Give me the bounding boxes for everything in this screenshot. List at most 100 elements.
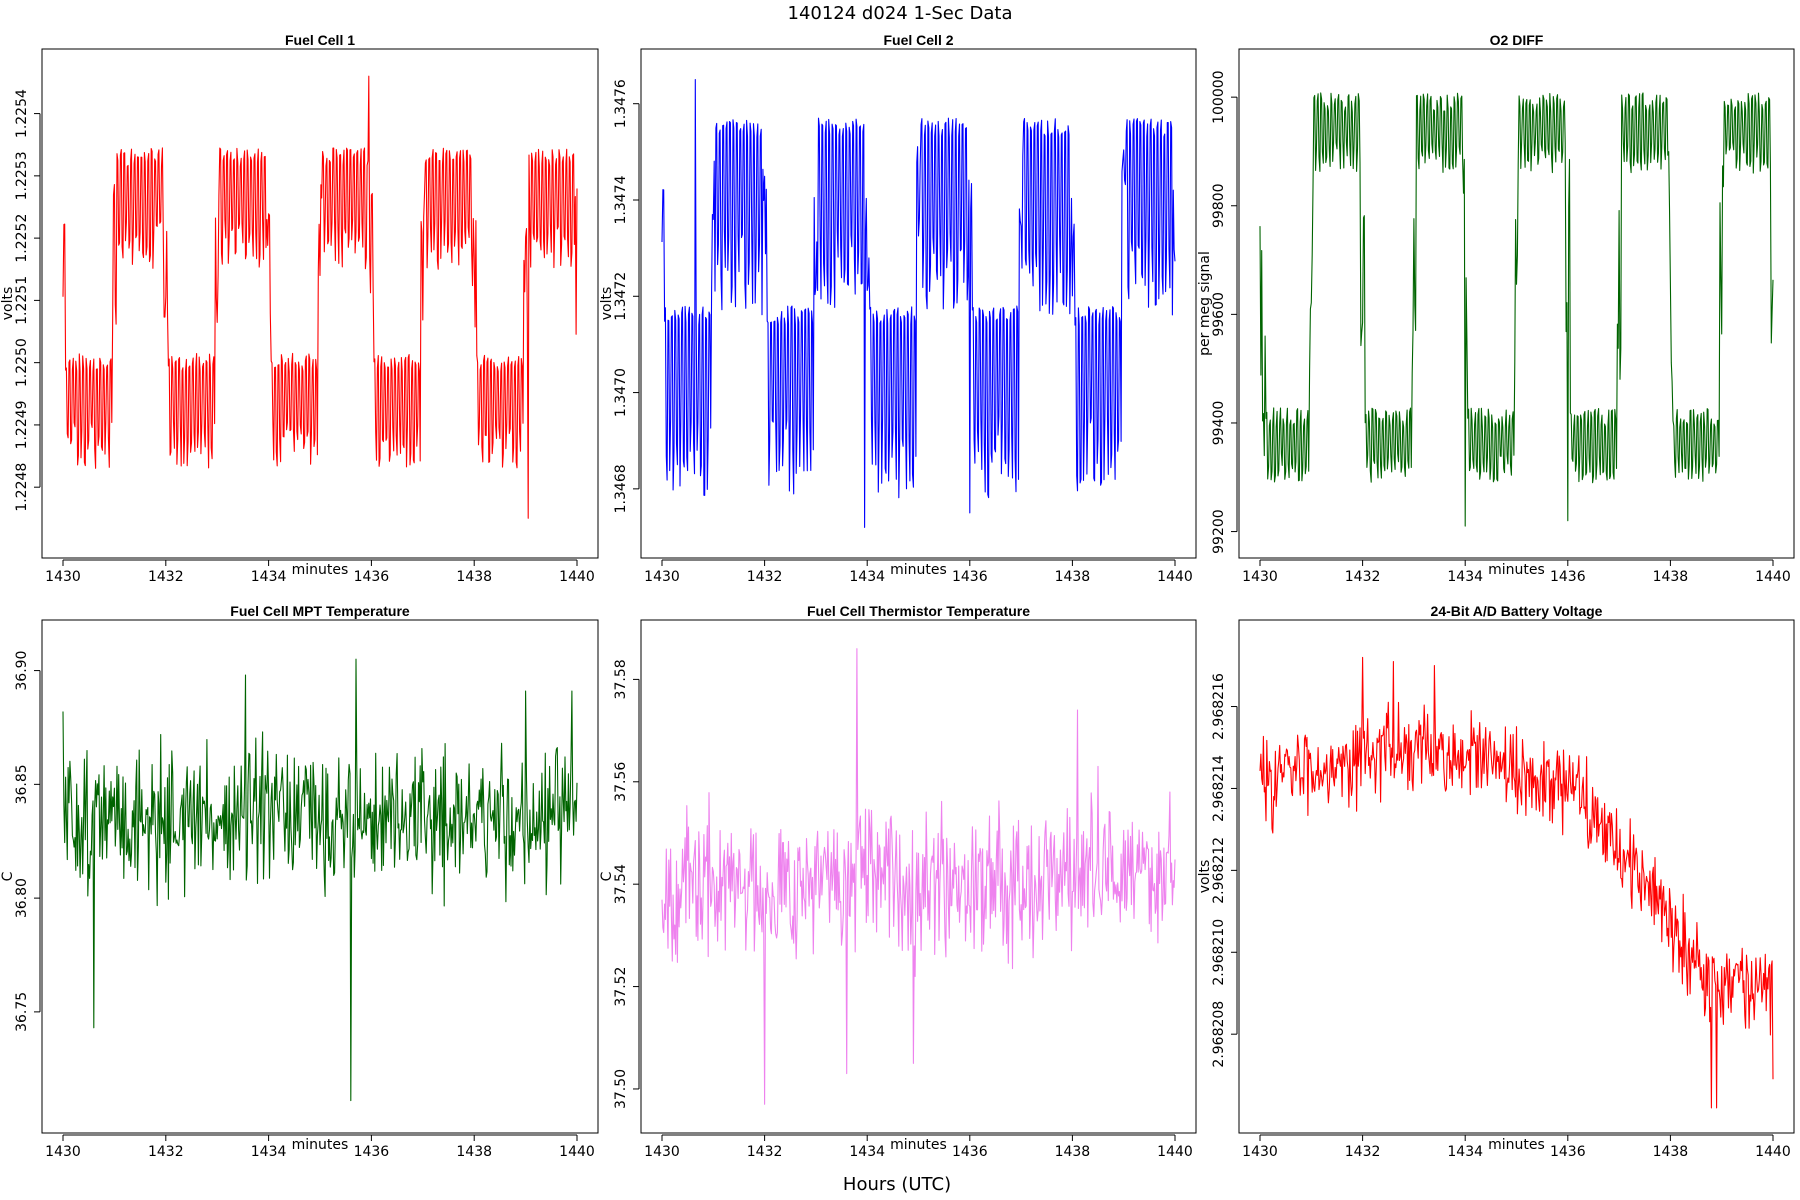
y-tick-label: 36.85 xyxy=(14,764,30,804)
x-tick-label: 1440 xyxy=(1157,569,1193,585)
x-tick-label: 1430 xyxy=(644,569,680,585)
x-tick-label: 1440 xyxy=(1755,1144,1791,1160)
x-tick-label: 1432 xyxy=(1345,569,1381,585)
x-tick-label: 1436 xyxy=(952,1144,988,1160)
panel-fuel-cell-1: Fuel Cell 1 1430 1432 1434 1436 1438 1440 minut… xyxy=(0,32,599,585)
plot-frame xyxy=(640,619,1197,1134)
panel-fuel-cell-thermistor-temperature: Fuel Cell Thermistor Temperature 1430 1432… xyxy=(599,603,1197,1160)
y-tick-label: 1.2248 xyxy=(14,463,30,512)
figure-title: 140124 d024 1-Sec Data xyxy=(788,3,1013,24)
y-tick-label: 2.968210 xyxy=(1211,919,1227,986)
y-tick-label: 2.968216 xyxy=(1211,673,1227,740)
footer-label: Hours (UTC) xyxy=(843,1174,951,1195)
x-tick-label: 1430 xyxy=(45,1144,81,1160)
plot-frame xyxy=(41,48,599,559)
x-tick-label: 1430 xyxy=(45,569,81,585)
x-tick-label: 1436 xyxy=(1550,569,1586,585)
y-axis-label: C xyxy=(0,871,16,881)
series-line-fuel-cell-mpt-temperature xyxy=(62,658,578,1102)
x-axis-label: minutes xyxy=(890,562,947,578)
x-tick-label: 1430 xyxy=(1242,1144,1278,1160)
panel-title: 24-Bit A/D Battery Voltage xyxy=(1431,603,1603,619)
x-tick-label: 1434 xyxy=(1447,1144,1483,1160)
x-axis-label: minutes xyxy=(292,1137,349,1153)
x-tick-label: 1432 xyxy=(747,569,783,585)
y-tick-label: 2.968212 xyxy=(1211,837,1227,904)
y-axis-label: per meg signal xyxy=(1197,251,1213,356)
panel-fuel-cell-mpt-temperature: Fuel Cell MPT Temperature 1430 1432 1434 143… xyxy=(0,603,599,1160)
panel-title: Fuel Cell MPT Temperature xyxy=(230,603,410,619)
panel-fuel-cell-2: Fuel Cell 2 1430 1432 1434 1436 1438 1440 minut… xyxy=(599,32,1197,585)
y-tick-label: 37.56 xyxy=(613,762,629,802)
x-tick-label: 1440 xyxy=(1755,569,1791,585)
y-tick-label: 36.90 xyxy=(14,651,30,691)
x-tick-label: 1434 xyxy=(251,569,287,585)
x-tick-label: 1436 xyxy=(354,569,390,585)
y-tick-label: 1.3476 xyxy=(613,79,629,128)
x-tick-label: 1434 xyxy=(251,1144,287,1160)
x-tick-label: 1434 xyxy=(849,569,885,585)
y-tick-label: 1.3474 xyxy=(613,175,629,224)
x-axis-label: minutes xyxy=(1488,562,1545,578)
x-tick-label: 1432 xyxy=(148,569,184,585)
y-tick-label: 2.968208 xyxy=(1211,1001,1227,1068)
plot-frame xyxy=(1238,48,1795,559)
y-tick-label: 1.2253 xyxy=(14,151,30,200)
x-tick-label: 1436 xyxy=(354,1144,390,1160)
y-tick-label: 36.75 xyxy=(14,992,30,1032)
panel-title: Fuel Cell Thermistor Temperature xyxy=(807,603,1030,619)
y-tick-label: 1.2252 xyxy=(14,214,30,263)
x-tick-label: 1438 xyxy=(1653,1144,1689,1160)
series-line-fuel-cell-thermistor-temperature xyxy=(661,648,1176,1105)
y-tick-label: 37.54 xyxy=(613,864,629,904)
series-line-24-bit-a-d-battery-voltage xyxy=(1259,656,1774,1109)
y-tick-label: 99400 xyxy=(1211,401,1227,446)
panel-title: Fuel Cell 1 xyxy=(285,32,355,48)
y-tick-label: 1.2249 xyxy=(14,400,30,449)
y-tick-label: 1.2251 xyxy=(14,276,30,325)
y-tick-label: 99200 xyxy=(1211,509,1227,554)
x-tick-label: 1440 xyxy=(559,1144,595,1160)
y-axis-label: volts xyxy=(0,287,16,321)
x-tick-label: 1438 xyxy=(1055,569,1091,585)
y-tick-label: 1.3472 xyxy=(613,272,629,321)
y-axis-label: volts xyxy=(599,287,615,321)
x-axis-label: minutes xyxy=(890,1137,947,1153)
series-line-fuel-cell-1 xyxy=(62,75,578,519)
panel-o2-diff: O2 DIFF 1430 1432 1434 1436 1438 1440 minutes 99… xyxy=(1197,32,1795,585)
x-tick-label: 1438 xyxy=(1653,569,1689,585)
y-tick-label: 1.3468 xyxy=(613,464,629,513)
y-tick-label: 100000 xyxy=(1211,70,1227,123)
y-tick-label: 1.3470 xyxy=(613,368,629,417)
y-tick-label: 1.2250 xyxy=(14,338,30,387)
panel-title: Fuel Cell 2 xyxy=(883,32,953,48)
x-tick-label: 1440 xyxy=(1157,1144,1193,1160)
x-tick-label: 1438 xyxy=(1055,1144,1091,1160)
x-tick-label: 1432 xyxy=(1345,1144,1381,1160)
plot-frame xyxy=(1238,619,1795,1134)
y-tick-label: 37.52 xyxy=(613,967,629,1007)
plot-frame xyxy=(41,619,599,1134)
x-tick-label: 1436 xyxy=(952,569,988,585)
x-axis-label: minutes xyxy=(1488,1137,1545,1153)
x-tick-label: 1434 xyxy=(1447,569,1483,585)
x-tick-label: 1430 xyxy=(644,1144,680,1160)
y-tick-label: 37.50 xyxy=(613,1069,629,1109)
panel-title: O2 DIFF xyxy=(1490,32,1544,48)
plot-frame xyxy=(640,48,1197,559)
x-tick-label: 1430 xyxy=(1242,569,1278,585)
y-tick-label: 37.58 xyxy=(613,659,629,699)
x-tick-label: 1438 xyxy=(456,1144,492,1160)
y-tick-label: 99800 xyxy=(1211,183,1227,228)
series-line-o2-diff xyxy=(1259,92,1774,527)
y-axis-label: C xyxy=(599,871,615,881)
y-tick-label: 1.2254 xyxy=(14,89,30,138)
x-tick-label: 1432 xyxy=(148,1144,184,1160)
y-tick-label: 36.80 xyxy=(14,878,30,918)
y-axis-label: volts xyxy=(1197,860,1213,894)
x-tick-label: 1438 xyxy=(456,569,492,585)
panel-battery-voltage: 24-Bit A/D Battery Voltage 1430 1432 1434 14… xyxy=(1197,603,1795,1160)
y-tick-label: 2.968214 xyxy=(1211,755,1227,822)
x-tick-label: 1432 xyxy=(747,1144,783,1160)
